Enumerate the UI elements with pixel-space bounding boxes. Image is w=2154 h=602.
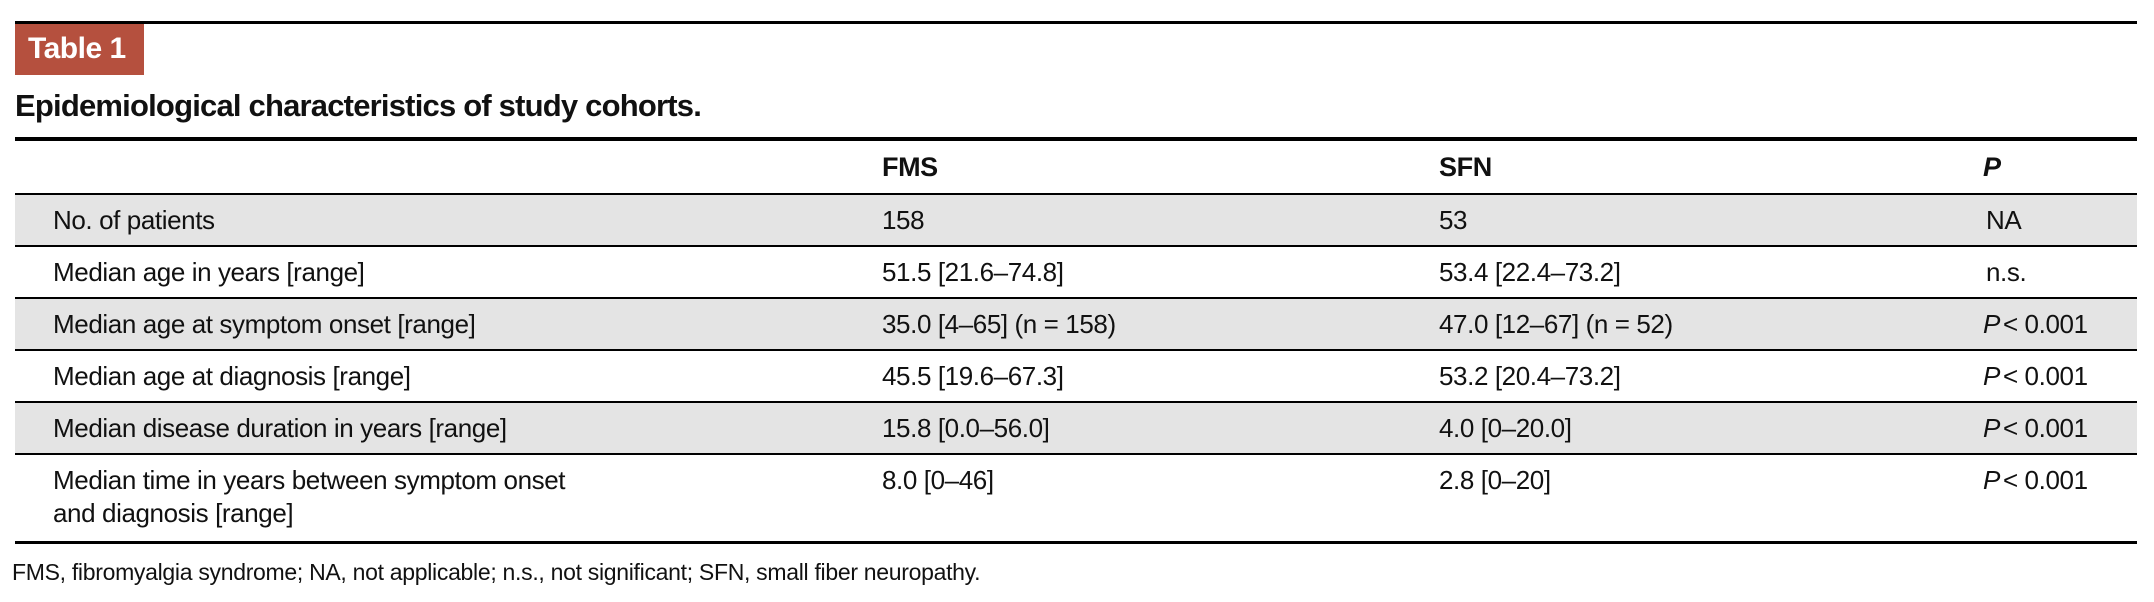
cell-fms: 45.5 [19.6–67.3]	[882, 360, 1064, 391]
table-row: Median age at symptom onset [range] 35.0…	[15, 299, 2137, 351]
row-label: Median age at diagnosis [range]	[53, 360, 411, 391]
p-value: < 0.001	[2002, 308, 2088, 339]
p-symbol: P	[1983, 465, 2000, 495]
cell-fms: 51.5 [21.6–74.8]	[882, 256, 1064, 287]
p-value: < 0.001	[2002, 412, 2088, 443]
table-title: Epidemiological characteristics of study…	[15, 88, 702, 123]
cell-p: NA	[1983, 205, 2137, 236]
row-label: Median disease duration in years [range]	[53, 412, 507, 443]
table1-badge: Table 1	[15, 24, 144, 75]
p-value: n.s.	[1986, 256, 2027, 287]
cell-fms: 15.8 [0.0–56.0]	[882, 412, 1050, 443]
p-symbol: P	[1983, 412, 2000, 443]
column-header-p: P	[1983, 151, 2001, 182]
page: Table 1 Epidemiological characteristics …	[12, 0, 2137, 586]
header-row: FMS SFN P	[15, 141, 2137, 195]
cell-sfn: 53	[1439, 204, 1468, 235]
column-header-fms: FMS	[882, 151, 938, 182]
cell-fms: 35.0 [4–65] (n = 158)	[882, 308, 1116, 339]
table-row: Median time in years between symptom ons…	[15, 455, 2137, 544]
cell-fms: 158	[882, 204, 925, 235]
cell-fms: 8.0 [0–46]	[882, 465, 994, 495]
cell-p: P < 0.001	[1983, 464, 2137, 497]
p-symbol: P	[1983, 360, 2000, 391]
row-label-line2: and diagnosis [range]	[53, 498, 294, 528]
table1-badge-label: Table 1	[28, 32, 126, 65]
cell-sfn: 53.4 [22.4–73.2]	[1439, 256, 1621, 287]
row-label: No. of patients	[53, 204, 215, 235]
cell-sfn: 53.2 [20.4–73.2]	[1439, 360, 1621, 391]
table-footnote: FMS, fibromyalgia syndrome; NA, not appl…	[12, 559, 981, 585]
cell-p: P < 0.001	[1983, 361, 2137, 392]
p-value: NA	[1986, 204, 2022, 235]
cell-p: P < 0.001	[1983, 309, 2137, 340]
cell-p: n.s.	[1983, 257, 2137, 288]
row-label: Median time in years between symptom ons…	[15, 464, 882, 530]
table-row: Median age at diagnosis [range] 45.5 [19…	[15, 351, 2137, 403]
table-row: Median age in years [range] 51.5 [21.6–7…	[15, 247, 2137, 299]
row-label: Median age in years [range]	[53, 256, 365, 287]
table-block: Table 1 Epidemiological characteristics …	[15, 21, 2137, 544]
row-label-line1: Median time in years between symptom ons…	[53, 465, 566, 495]
cell-sfn: 47.0 [12–67] (n = 52)	[1439, 308, 1673, 339]
cell-p: P < 0.001	[1983, 413, 2137, 444]
data-table: FMS SFN P No. of patients 158 53 NA Medi…	[15, 137, 2137, 544]
row-label: Median age at symptom onset [range]	[53, 308, 476, 339]
p-value: < 0.001	[2002, 465, 2088, 495]
cell-sfn: 2.8 [0–20]	[1439, 465, 1551, 495]
column-header-sfn: SFN	[1439, 151, 1492, 182]
cell-sfn: 4.0 [0–20.0]	[1439, 412, 1572, 443]
p-value: < 0.001	[2002, 360, 2088, 391]
table-row: Median disease duration in years [range]…	[15, 403, 2137, 455]
table-row: No. of patients 158 53 NA	[15, 195, 2137, 247]
p-symbol: P	[1983, 308, 2000, 339]
